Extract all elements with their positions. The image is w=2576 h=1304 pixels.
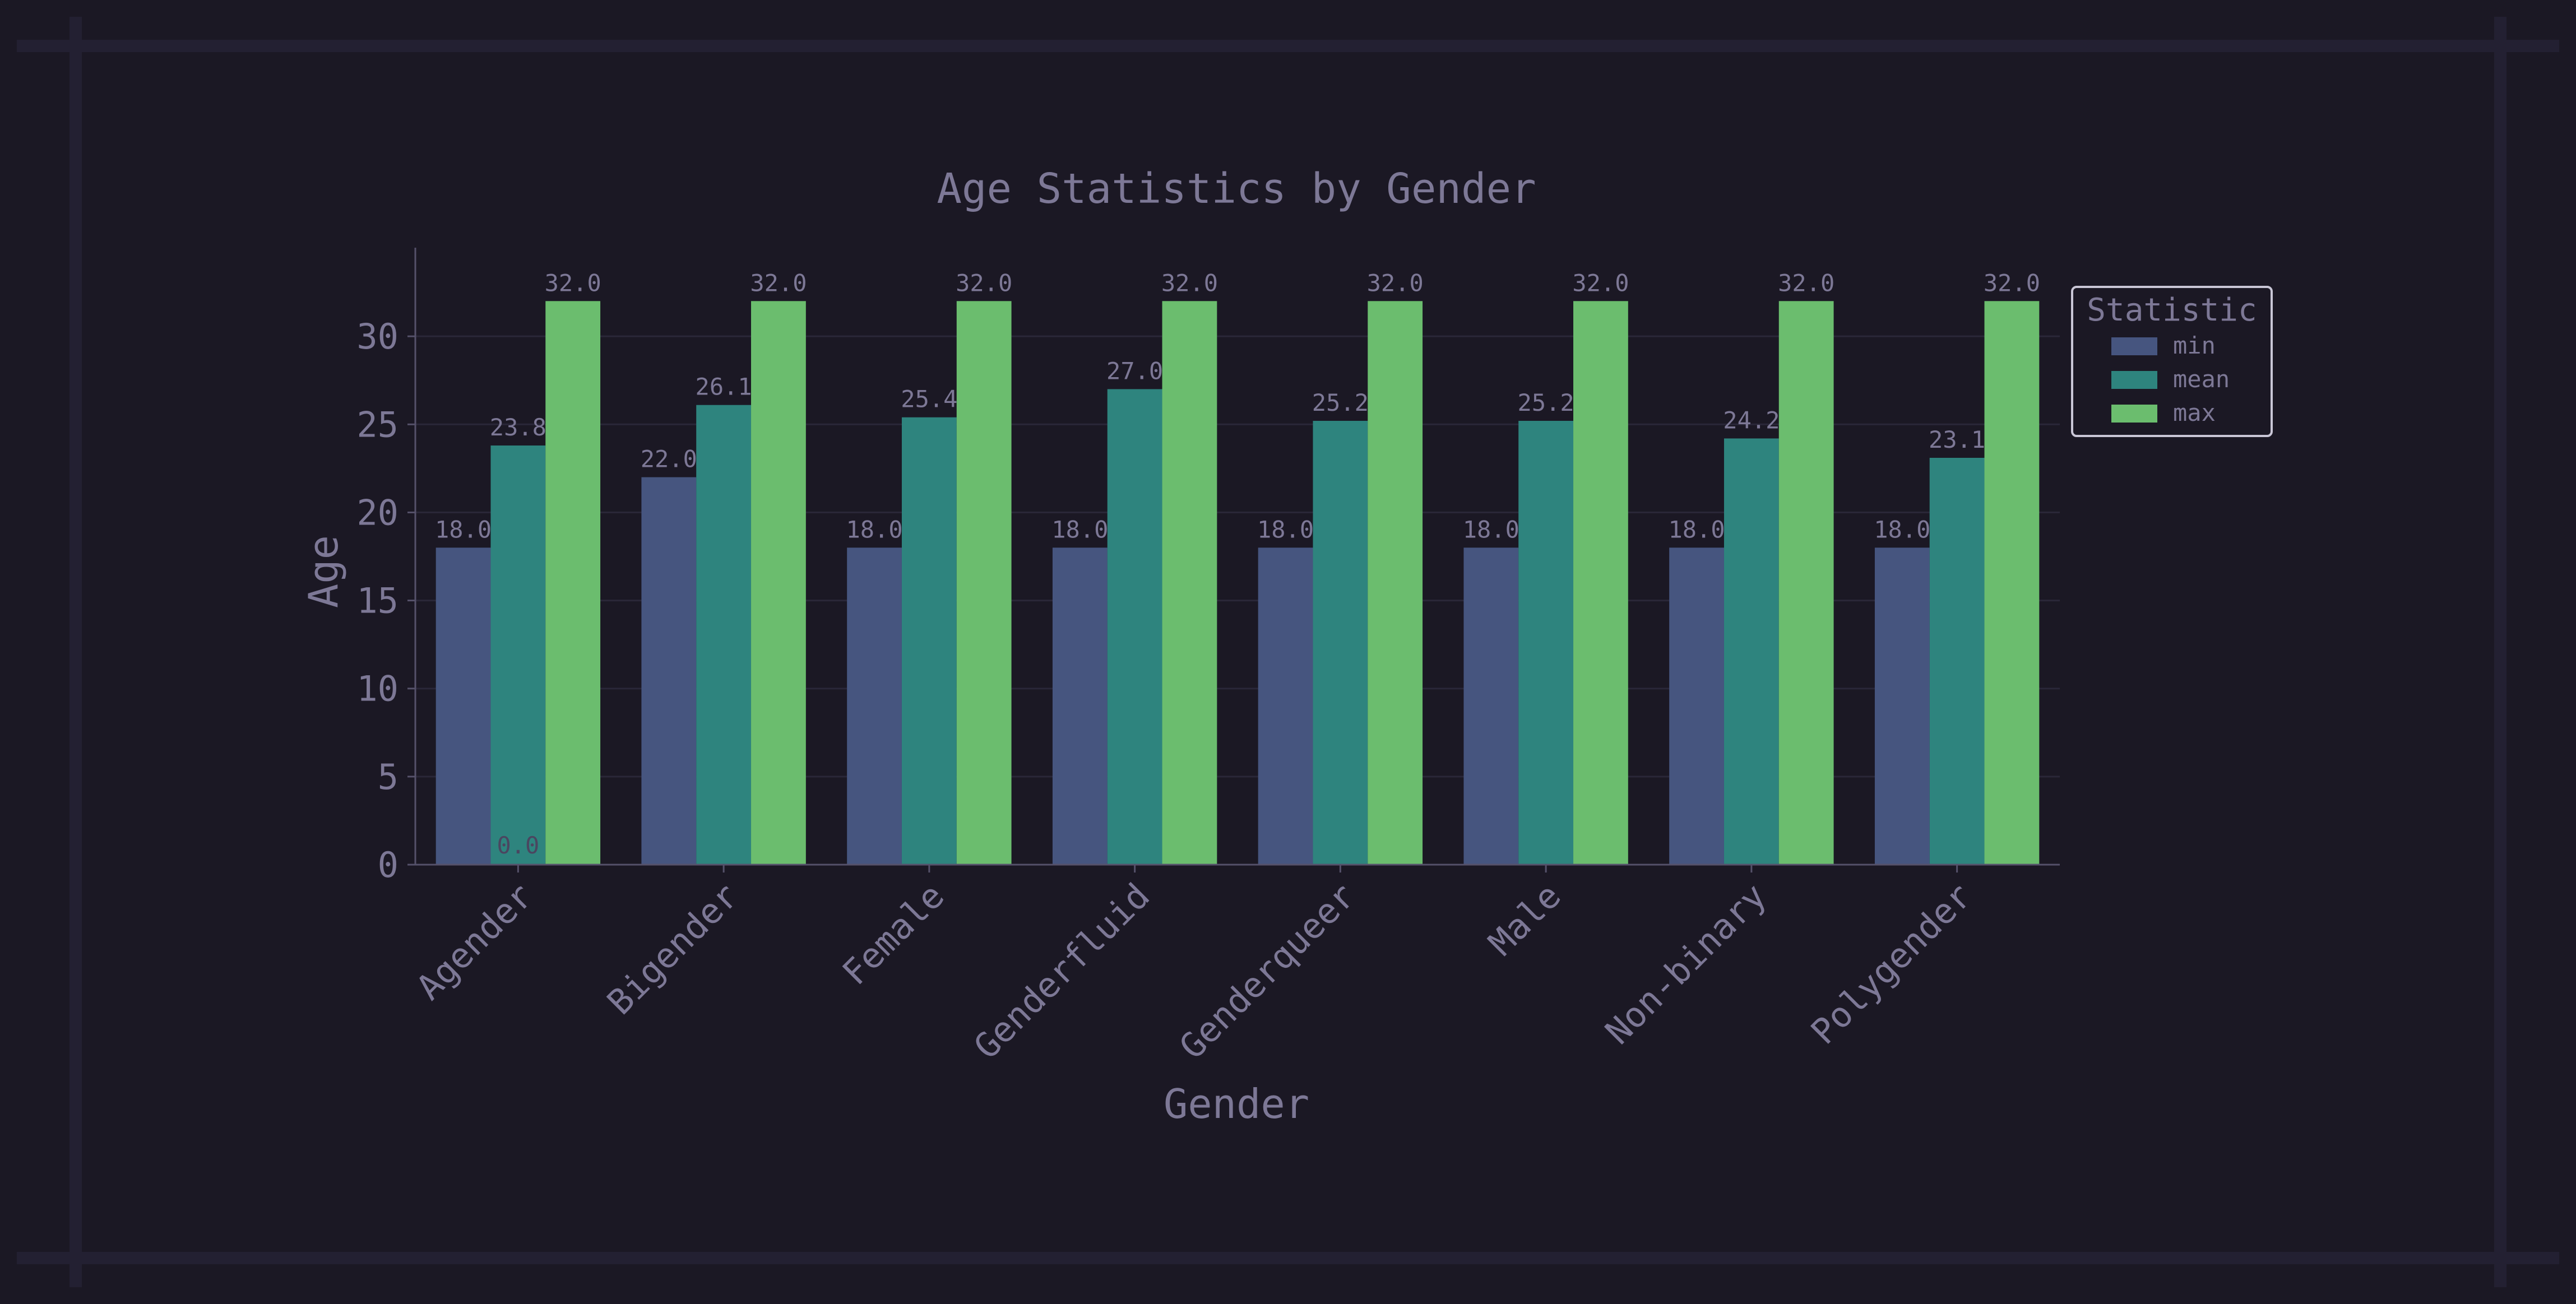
data-label: 18.0	[1051, 516, 1108, 543]
y-tick-label: 0	[378, 844, 399, 885]
legend-swatch-min	[2111, 337, 2157, 355]
bar-max-non-binary	[1778, 301, 1834, 865]
bar-mean-genderqueer	[1313, 421, 1368, 865]
data-label: 18.0	[1668, 516, 1725, 543]
data-label: 26.1	[696, 373, 752, 401]
bar-min-bigender	[641, 477, 697, 865]
bar-min-genderqueer	[1258, 547, 1313, 865]
x-axis-label: Gender	[1164, 1080, 1309, 1127]
legend-label-min: min	[2173, 332, 2216, 359]
y-tick-label: 20	[356, 492, 399, 533]
bar-min-agender	[435, 547, 491, 865]
data-labels: 18.0 22.0 18.0 18.0 18.0 18.0 18.0 18.0 23.8 26.1…	[435, 269, 2040, 859]
annotation-label: 0.0	[497, 832, 539, 859]
data-label: 23.1	[1929, 426, 1985, 453]
legend-swatch-mean	[2111, 371, 2157, 389]
y-tick-label: 25	[356, 404, 399, 445]
y-tick-label: 10	[356, 669, 399, 709]
bar-min-female	[847, 547, 902, 865]
data-label: 32.0	[1367, 269, 1424, 296]
legend-swatch-max	[2111, 405, 2157, 423]
bar-mean-bigender	[696, 405, 752, 865]
bar-min-genderfluid	[1052, 547, 1108, 865]
bar-mean-male	[1518, 421, 1574, 865]
data-label: 24.2	[1723, 406, 1780, 434]
legend-label-max: max	[2173, 399, 2216, 426]
bar-min-male	[1463, 547, 1519, 865]
bar-max-agender	[545, 301, 601, 865]
data-label: 18.0	[846, 516, 902, 543]
y-tick-label: 30	[356, 316, 399, 357]
data-label: 25.4	[901, 386, 957, 413]
bars	[435, 301, 2040, 865]
axes	[414, 248, 2060, 866]
bar-max-genderfluid	[1162, 301, 1217, 865]
data-label: 25.2	[1518, 389, 1574, 416]
data-label: 18.0	[435, 516, 492, 543]
legend-title: Statistic	[2087, 292, 2257, 328]
data-label: 18.0	[1463, 516, 1519, 543]
bar-mean-polygender	[1929, 458, 1985, 865]
data-label: 32.0	[1161, 269, 1218, 296]
decorative-frame	[17, 17, 2559, 1287]
data-label: 22.0	[641, 446, 697, 473]
data-label: 32.0	[956, 269, 1012, 296]
data-label: 32.0	[1572, 269, 1629, 296]
legend-label-mean: mean	[2173, 365, 2230, 393]
bar-max-polygender	[1984, 301, 2040, 865]
bar-mean-genderfluid	[1107, 389, 1162, 865]
bar-max-female	[956, 301, 1012, 865]
data-label: 18.0	[1874, 516, 1930, 543]
bar-max-bigender	[751, 301, 806, 865]
data-label: 32.0	[750, 269, 807, 296]
legend-box	[2071, 286, 2273, 437]
data-label: 25.2	[1312, 389, 1369, 416]
bar-mean-female	[901, 417, 957, 865]
bar-max-genderqueer	[1368, 301, 1423, 865]
data-label: 32.0	[1778, 269, 1834, 296]
bar-mean-agender	[490, 446, 546, 865]
data-label: 23.8	[490, 414, 546, 441]
bar-max-male	[1573, 301, 1628, 865]
data-label: 32.0	[545, 269, 601, 296]
data-label: 18.0	[1257, 516, 1314, 543]
y-tick-label: 15	[356, 581, 399, 621]
legend: Statistic min mean max	[2071, 286, 2273, 437]
data-label: 32.0	[1984, 269, 2040, 296]
bar-min-non-binary	[1669, 547, 1724, 865]
bar-mean-non-binary	[1723, 438, 1779, 865]
chart-title: Age Statistics by Gender	[937, 165, 1536, 213]
y-tick-label: 5	[378, 757, 399, 797]
bar-min-polygender	[1874, 547, 1930, 865]
y-axis-label: Age	[300, 535, 347, 608]
data-label: 27.0	[1106, 357, 1163, 384]
